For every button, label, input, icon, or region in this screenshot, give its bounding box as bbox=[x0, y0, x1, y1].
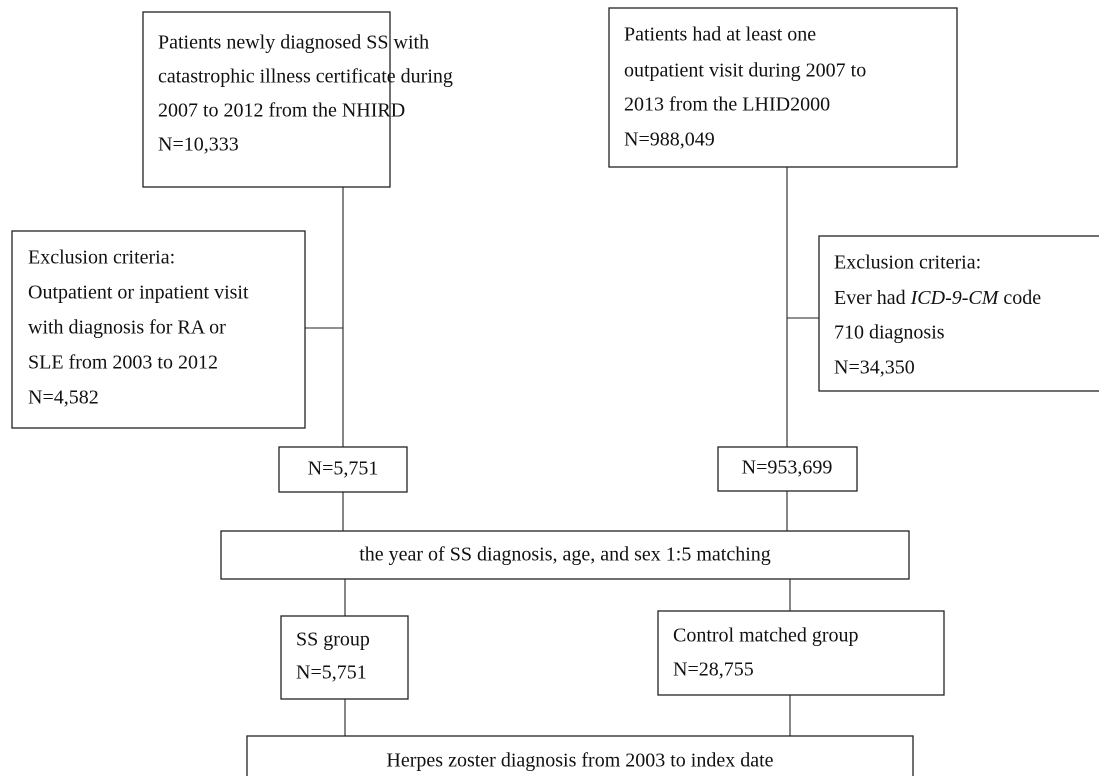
node-text: Control matched group bbox=[673, 625, 859, 647]
node-text: N=5,751 bbox=[308, 458, 379, 480]
node-text: N=953,699 bbox=[742, 457, 833, 479]
node-text: N=10,333 bbox=[158, 134, 239, 156]
node-text: 2013 from the LHID2000 bbox=[624, 94, 830, 116]
node-text: N=34,350 bbox=[834, 357, 915, 379]
node-text: Ever had ICD-9-CM code bbox=[834, 287, 1041, 309]
node-box bbox=[608, 7, 958, 168]
node-box bbox=[717, 446, 858, 492]
node-text: 710 diagnosis bbox=[834, 322, 945, 344]
node-text: Exclusion criteria: bbox=[28, 247, 175, 269]
node-text: catastrophic illness certificate during bbox=[158, 66, 453, 88]
node-box bbox=[818, 235, 1099, 392]
node-text: Patients newly diagnosed SS with bbox=[158, 32, 429, 54]
node-box bbox=[11, 230, 306, 429]
node-text: outpatient visit during 2007 to bbox=[624, 60, 866, 82]
node-text: with diagnosis for RA or bbox=[28, 317, 226, 339]
node-text: the year of SS diagnosis, age, and sex 1… bbox=[359, 544, 771, 566]
text-part: ICD-9-CM bbox=[910, 287, 1000, 309]
node-text: N=4,582 bbox=[28, 387, 99, 409]
node-text: Exclusion criteria: bbox=[834, 252, 981, 274]
connectors bbox=[305, 167, 819, 736]
node-text: N=28,755 bbox=[673, 659, 754, 681]
node-text: 2007 to 2012 from the NHIRD bbox=[158, 100, 405, 122]
node-box bbox=[657, 610, 945, 696]
node-box bbox=[142, 11, 391, 188]
node-box bbox=[220, 530, 910, 580]
node-text: N=5,751 bbox=[296, 662, 367, 684]
node-box bbox=[280, 615, 409, 700]
text-part: code bbox=[998, 287, 1041, 309]
node-text: Herpes zoster diagnosis from 2003 to ind… bbox=[386, 750, 773, 772]
node-text: N=988,049 bbox=[624, 129, 715, 151]
node-text: SLE from 2003 to 2012 bbox=[28, 352, 218, 374]
node-box bbox=[246, 735, 914, 776]
text-part: Ever had bbox=[834, 287, 911, 309]
node-text: SS group bbox=[296, 629, 370, 651]
node-box bbox=[278, 446, 408, 493]
node-text: Patients had at least one bbox=[624, 24, 816, 46]
node-text: Outpatient or inpatient visit bbox=[28, 282, 249, 304]
